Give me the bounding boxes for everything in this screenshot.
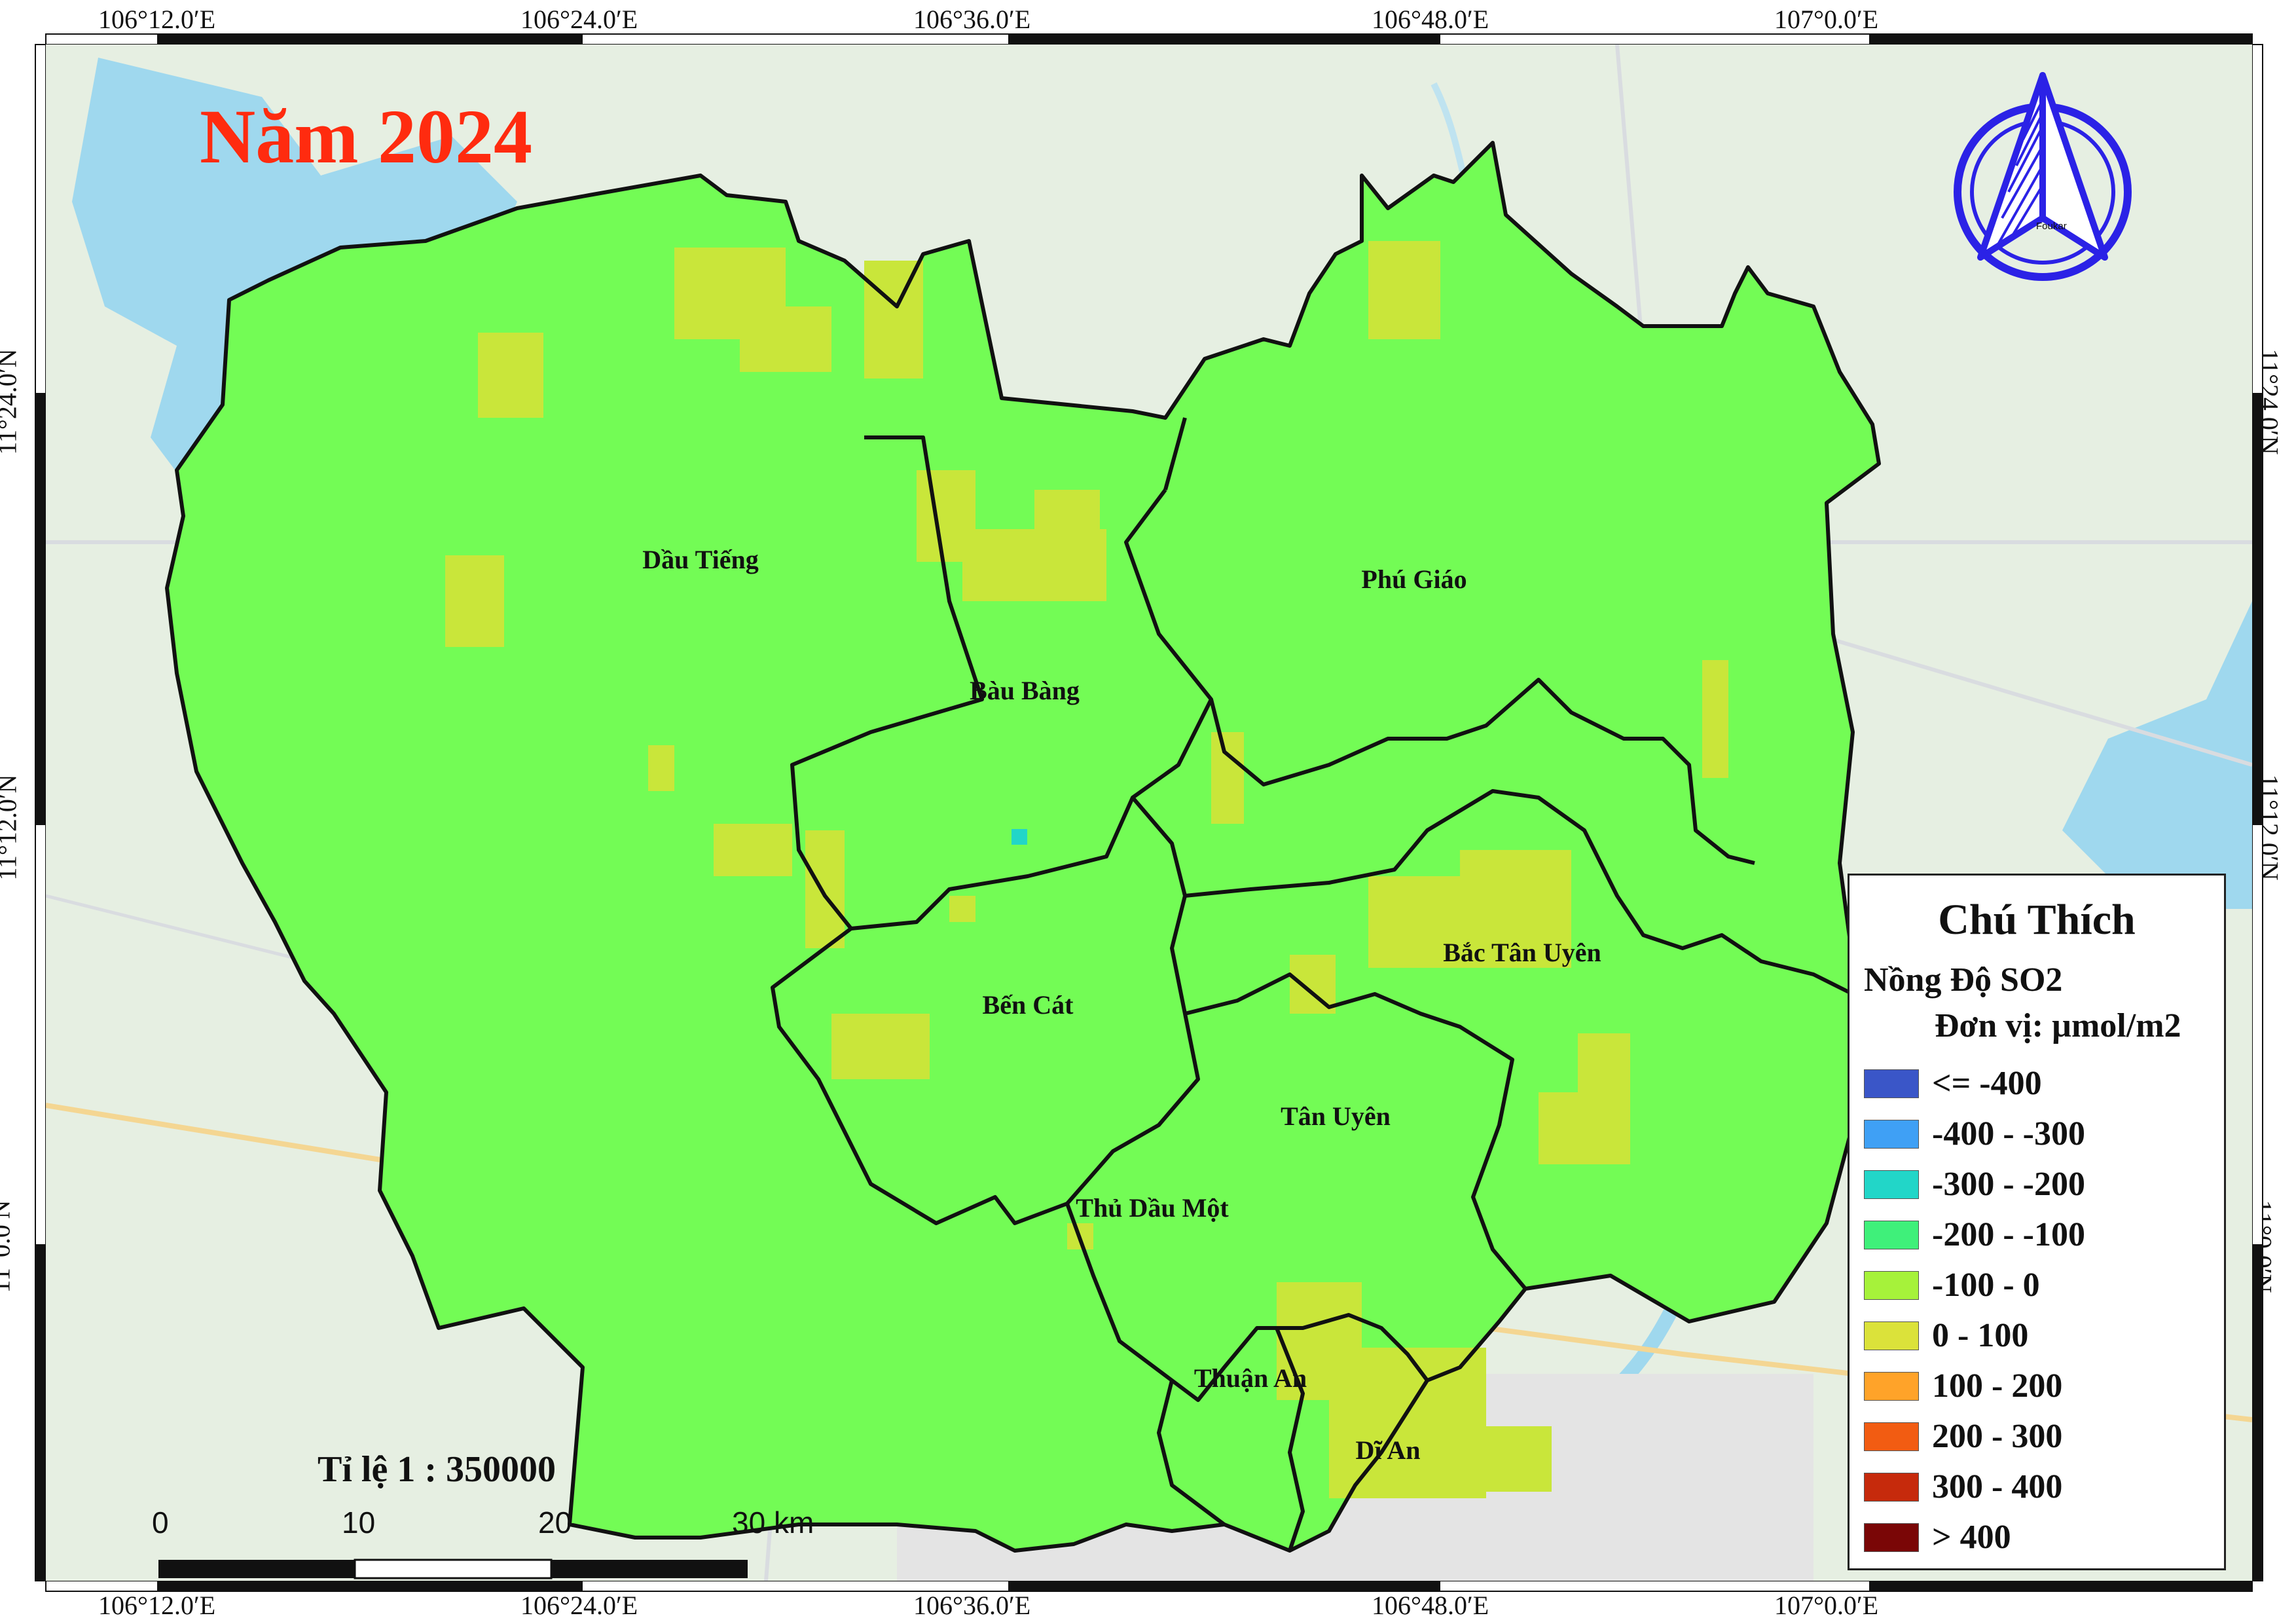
scale-label-0: 0 [152,1505,169,1540]
legend-label: 0 - 100 [1932,1317,2029,1354]
north-arrow-icon: Foukar [1954,72,2132,281]
legend-label: -200 - -100 [1932,1216,2085,1253]
legend-label: <= -400 [1932,1065,2042,1102]
legend-item: > 400 [1864,1519,2217,1556]
legend-item: <= -400 [1864,1065,2217,1102]
legend-swatch [1864,1523,1919,1552]
legend-swatch [1864,1069,1919,1098]
coord-bottom-2: 106°24.0′E [520,1591,638,1620]
legend-item: 300 - 400 [1864,1468,2217,1505]
coord-top-2: 106°24.0′E [520,5,638,34]
scale-bar [158,1559,748,1579]
legend-swatch [1864,1120,1919,1149]
legend-item: -300 - -200 [1864,1166,2217,1203]
north-arrow-label: Foukar [2036,221,2067,232]
legend-title: Chú Thích [1938,896,2136,944]
coord-bottom-5: 107°0.0′E [1774,1591,1879,1620]
coord-bottom-4: 106°48.0′E [1372,1591,1489,1620]
scale-label-20: 20 [538,1505,572,1540]
legend-item: 200 - 300 [1864,1418,2217,1455]
coord-top-5: 107°0.0′E [1774,5,1879,34]
legend-label: 100 - 200 [1932,1367,2063,1405]
legend-label: > 400 [1932,1519,2011,1556]
district-thu-dau-mot: Thủ Dầu Một [1076,1193,1229,1223]
district-phu-giao: Phú Giáo [1361,564,1467,594]
district-bau-bang: Bàu Bàng [970,676,1080,705]
so2-raster: Dầu Tiếng Bàu Bàng Phú Giáo Bắc Tân Uyên… [165,141,1881,1553]
district-dau-tieng: Dầu Tiếng [642,545,758,574]
scale-label-10: 10 [342,1505,376,1540]
district-ben-cat: Bến Cát [983,990,1074,1020]
legend-label: -400 - -300 [1932,1115,2085,1153]
coord-top-3: 106°36.0′E [913,5,1031,34]
legend-item: -200 - -100 [1864,1216,2217,1253]
province-fill [167,143,1879,1551]
legend-item: -100 - 0 [1864,1266,2217,1304]
legend-unit: Đơn vị: µmol/m2 [1935,1007,2181,1044]
district-di-an: Dĩ An [1356,1435,1421,1465]
basemap[interactable]: Dầu Tiếng Bàu Bàng Phú Giáo Bắc Tân Uyên… [46,45,2252,1581]
legend-swatch [1864,1221,1919,1249]
legend-swatch [1864,1422,1919,1451]
legend-label: 300 - 400 [1932,1468,2063,1505]
legend-swatch [1864,1271,1919,1300]
district-tan-uyen: Tân Uyên [1281,1101,1391,1131]
legend-label: 200 - 300 [1932,1418,2063,1455]
coord-bottom-3: 106°36.0′E [913,1591,1031,1620]
legend-label: -300 - -200 [1932,1166,2085,1203]
legend-item: 100 - 200 [1864,1367,2217,1405]
legend-label: -100 - 0 [1932,1266,2040,1304]
legend-swatch [1864,1473,1919,1502]
map-title: Năm 2024 [200,94,533,179]
coord-bottom-1: 106°12.0′E [98,1591,216,1620]
scale-ratio: Tỉ lệ 1 : 350000 [318,1449,556,1490]
legend-panel: Chú Thích Nồng Độ SO2 Đơn vị: µmol/m2 <=… [1848,874,2226,1570]
scale-label-30: 30 km [732,1505,814,1540]
legend-swatch [1864,1321,1919,1350]
legend-swatch [1864,1372,1919,1401]
district-thuan-an: Thuận An [1194,1363,1307,1393]
coord-top-4: 106°48.0′E [1372,5,1489,34]
district-bac-tan-uyen: Bắc Tân Uyên [1443,938,1601,967]
coord-top-1: 106°12.0′E [98,5,216,34]
legend-swatch [1864,1170,1919,1199]
legend-subtitle: Nồng Độ SO2 [1864,961,2063,999]
legend-item: 0 - 100 [1864,1317,2217,1354]
legend-item: -400 - -300 [1864,1115,2217,1153]
